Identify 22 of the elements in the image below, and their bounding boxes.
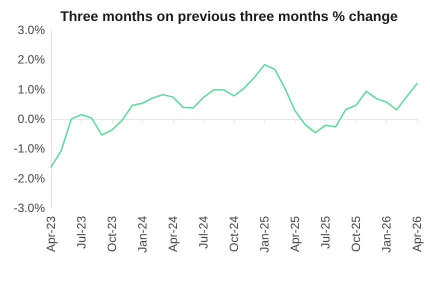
x-tick-label: Apr-23 (44, 216, 58, 252)
y-tick-label: 1.0% (18, 82, 46, 96)
y-tick-label: -2.0% (14, 171, 46, 186)
x-tick-label: Jul-23 (74, 216, 88, 249)
x-tick-label: Apr-25 (288, 216, 302, 252)
y-tick-label: -3.0% (14, 201, 46, 215)
x-tick-label: Jan-24 (136, 216, 150, 253)
x-tick-label: Apr-26 (410, 216, 424, 252)
y-tick-label: 2.0% (18, 52, 46, 67)
x-tick-label: Oct-23 (105, 216, 119, 252)
y-tick-label: -1.0% (14, 142, 46, 156)
line-series (50, 64, 418, 168)
x-tick-label: Jul-24 (196, 216, 210, 249)
x-tick-label: Jan-26 (380, 216, 394, 253)
x-tick-label: Jul-25 (318, 216, 332, 249)
y-tick-label: 0.0% (18, 112, 46, 126)
x-tick-label: Oct-25 (349, 216, 363, 252)
chart-title: Three months on previous three months % change (60, 8, 398, 24)
x-tick-label: Oct-24 (227, 216, 241, 252)
x-tick-label: Apr-24 (166, 216, 180, 252)
y-tick-label: 3.0% (18, 23, 46, 37)
x-tick-label: Jan-25 (258, 216, 272, 253)
